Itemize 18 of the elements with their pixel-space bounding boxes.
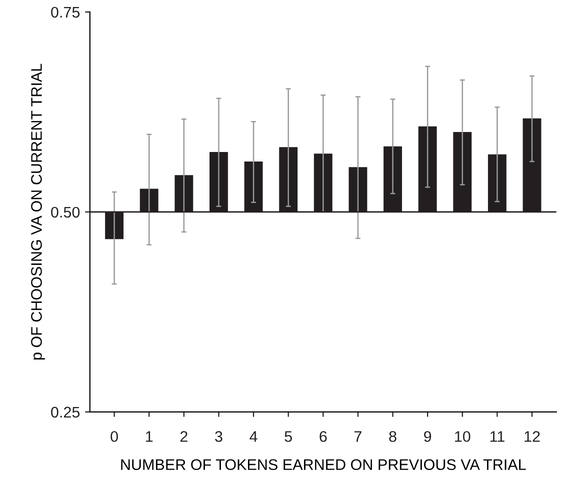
x-tick-label: 12 bbox=[524, 431, 540, 442]
x-tick-label: 2 bbox=[180, 431, 188, 442]
x-tick-label: 10 bbox=[455, 431, 470, 442]
y-axis-title: p OF CHOOSING VA ON CURRENT TRIAL bbox=[31, 64, 45, 360]
x-tick-label: 9 bbox=[424, 431, 432, 442]
y-tick-label: 0.75 bbox=[51, 6, 80, 18]
x-tick-label: 6 bbox=[320, 431, 327, 442]
x-tick-label: 11 bbox=[490, 431, 504, 442]
x-tick-label: 7 bbox=[354, 431, 362, 442]
x-tick-label: 0 bbox=[110, 431, 118, 442]
x-tick-label: 1 bbox=[146, 431, 153, 442]
x-tick-label: 5 bbox=[284, 431, 292, 442]
y-tick-label: 0.25 bbox=[51, 406, 80, 418]
x-axis-title: NUMBER OF TOKENS EARNED ON PREVIOUS VA TRIAL bbox=[121, 459, 526, 470]
x-tick-label: 8 bbox=[389, 431, 396, 442]
y-tick-label: 0.50 bbox=[51, 206, 80, 218]
x-tick-label: 4 bbox=[250, 431, 258, 442]
x-tick-label: 3 bbox=[215, 431, 222, 442]
